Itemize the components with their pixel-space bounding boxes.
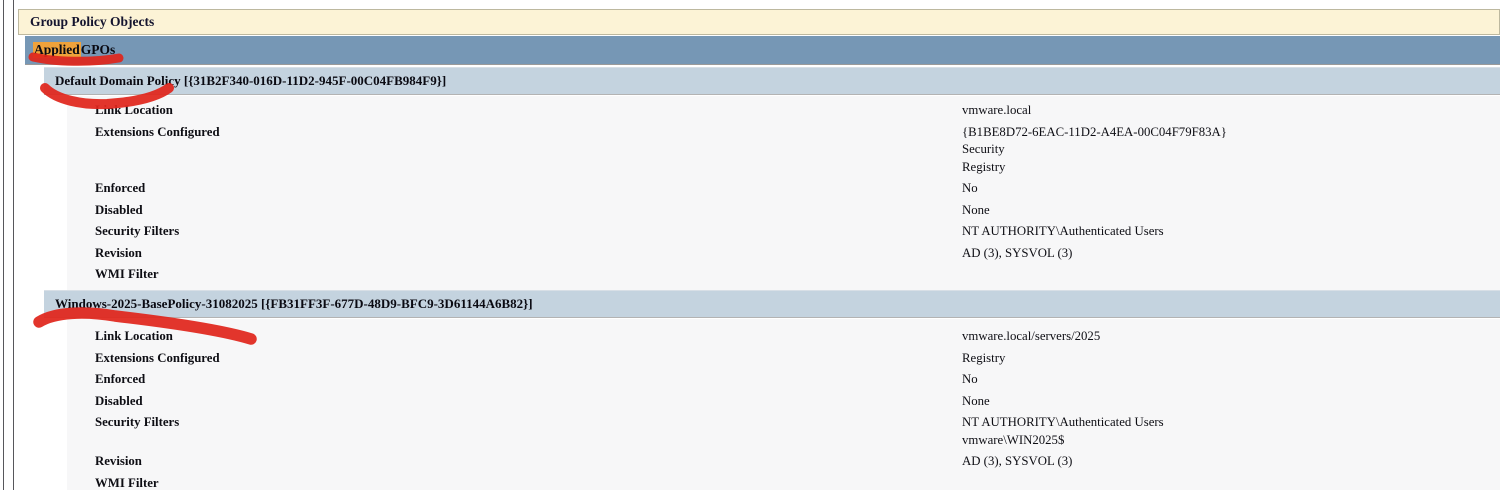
gpo-detail-row: Enforced No <box>67 180 1500 198</box>
row-value: vmware.local/servers/2025 <box>962 328 1500 346</box>
row-value: NT AUTHORITY\Authenticated Users vmware\W… <box>962 414 1500 449</box>
gpo-detail-row: Link Location vmware.local <box>67 102 1500 120</box>
gpo-detail-row: Disabled None <box>67 393 1500 411</box>
row-value-line: vmware\WIN2025$ <box>962 432 1065 447</box>
row-label: Security Filters <box>95 415 180 429</box>
gpo-detail-row: Link Location vmware.local/servers/2025 <box>67 328 1500 346</box>
gpo-header-default-domain-policy[interactable]: Default Domain Policy [{31B2F340-016D-11… <box>44 67 1500 95</box>
row-label: Security Filters <box>95 224 180 238</box>
row-label: Extensions Configured <box>95 350 220 365</box>
subsection-header-label: GPOs <box>80 42 116 57</box>
gpo-title: Default Domain Policy [{31B2F340-016D-11… <box>55 73 447 88</box>
row-value-line: vmware.local <box>962 103 1032 117</box>
row-label: Revision <box>95 245 142 260</box>
row-value-line: Registry <box>962 350 1006 365</box>
row-label: Extensions Configured <box>95 124 220 139</box>
row-label: Disabled <box>95 202 143 217</box>
search-highlighted-text: Applied <box>33 42 81 58</box>
gpo-title: Windows-2025-BasePolicy-31082025 [{FB31F… <box>55 296 533 311</box>
row-value: None <box>962 202 1500 220</box>
row-value-line: None <box>962 202 990 217</box>
report-outer-border-line <box>3 0 4 490</box>
row-value-line: AD (3), SYSVOL (3) <box>962 454 1073 468</box>
row-label: WMI Filter <box>95 267 159 281</box>
gpo-details-table-windows-2025-basepolicy: Link Location vmware.local/servers/2025 Ex… <box>67 319 1500 490</box>
row-label: Link Location <box>95 329 173 343</box>
gpo-detail-row: Extensions Configured {B1BE8D72-6EAC-11D2… <box>67 124 1500 177</box>
row-value-line: NT AUTHORITY\Authenticated Users <box>962 224 1164 238</box>
gpo-detail-row: Security Filters NT AUTHORITY\Authenticat… <box>67 223 1500 241</box>
row-value: AD (3), SYSVOL (3) <box>962 453 1500 471</box>
row-value <box>962 266 1500 284</box>
gpo-detail-row: Disabled None <box>67 202 1500 220</box>
row-value-line: None <box>962 393 990 408</box>
gpo-detail-row: WMI Filter <box>67 475 1500 490</box>
subsection-header-applied-gpos[interactable]: Applied GPOs <box>25 36 1500 65</box>
section-header-group-policy-objects[interactable]: Group Policy Objects <box>18 9 1500 35</box>
row-value-line: No <box>962 372 978 386</box>
report-inner-border-line <box>13 0 14 490</box>
section-header-label: Group Policy Objects <box>30 14 155 29</box>
row-value-line: NT AUTHORITY\Authenticated Users <box>962 415 1164 429</box>
row-value-line: {B1BE8D72-6EAC-11D2-A4EA-00C04F79F83A} <box>962 124 1227 139</box>
row-label: Revision <box>95 454 142 468</box>
gpo-details-table-default-domain-policy: Link Location vmware.local Extensions Conf… <box>67 96 1500 290</box>
row-value: None <box>962 393 1500 411</box>
gpo-detail-row: Revision AD (3), SYSVOL (3) <box>67 245 1500 263</box>
gpo-detail-row: Revision AD (3), SYSVOL (3) <box>67 453 1500 471</box>
gpo-header-windows-2025-basepolicy[interactable]: Windows-2025-BasePolicy-31082025 [{FB31F… <box>44 290 1500 318</box>
row-label: Enforced <box>95 181 146 195</box>
row-value-line: Registry <box>962 159 1006 174</box>
gpo-detail-row: Extensions Configured Registry <box>67 350 1500 368</box>
row-label: Disabled <box>95 393 143 408</box>
row-value: Registry <box>962 350 1500 368</box>
row-label: WMI Filter <box>95 475 159 490</box>
row-value: {B1BE8D72-6EAC-11D2-A4EA-00C04F79F83A} Se… <box>962 124 1500 177</box>
row-value: NT AUTHORITY\Authenticated Users <box>962 223 1500 241</box>
gpo-detail-row: WMI Filter <box>67 266 1500 284</box>
row-value: No <box>962 180 1500 198</box>
row-value-line: No <box>962 181 978 195</box>
gpo-detail-row: Enforced No <box>67 371 1500 389</box>
row-value-line: AD (3), SYSVOL (3) <box>962 245 1073 260</box>
row-value <box>962 475 1500 490</box>
row-label: Link Location <box>95 103 173 117</box>
row-value: No <box>962 371 1500 389</box>
row-value-line: vmware.local/servers/2025 <box>962 329 1101 343</box>
row-label: Enforced <box>95 372 146 386</box>
row-value: AD (3), SYSVOL (3) <box>962 245 1500 263</box>
gpo-detail-row: Security Filters NT AUTHORITY\Authenticat… <box>67 414 1500 449</box>
row-value-line: Security <box>962 142 1005 156</box>
row-value: vmware.local <box>962 102 1500 120</box>
